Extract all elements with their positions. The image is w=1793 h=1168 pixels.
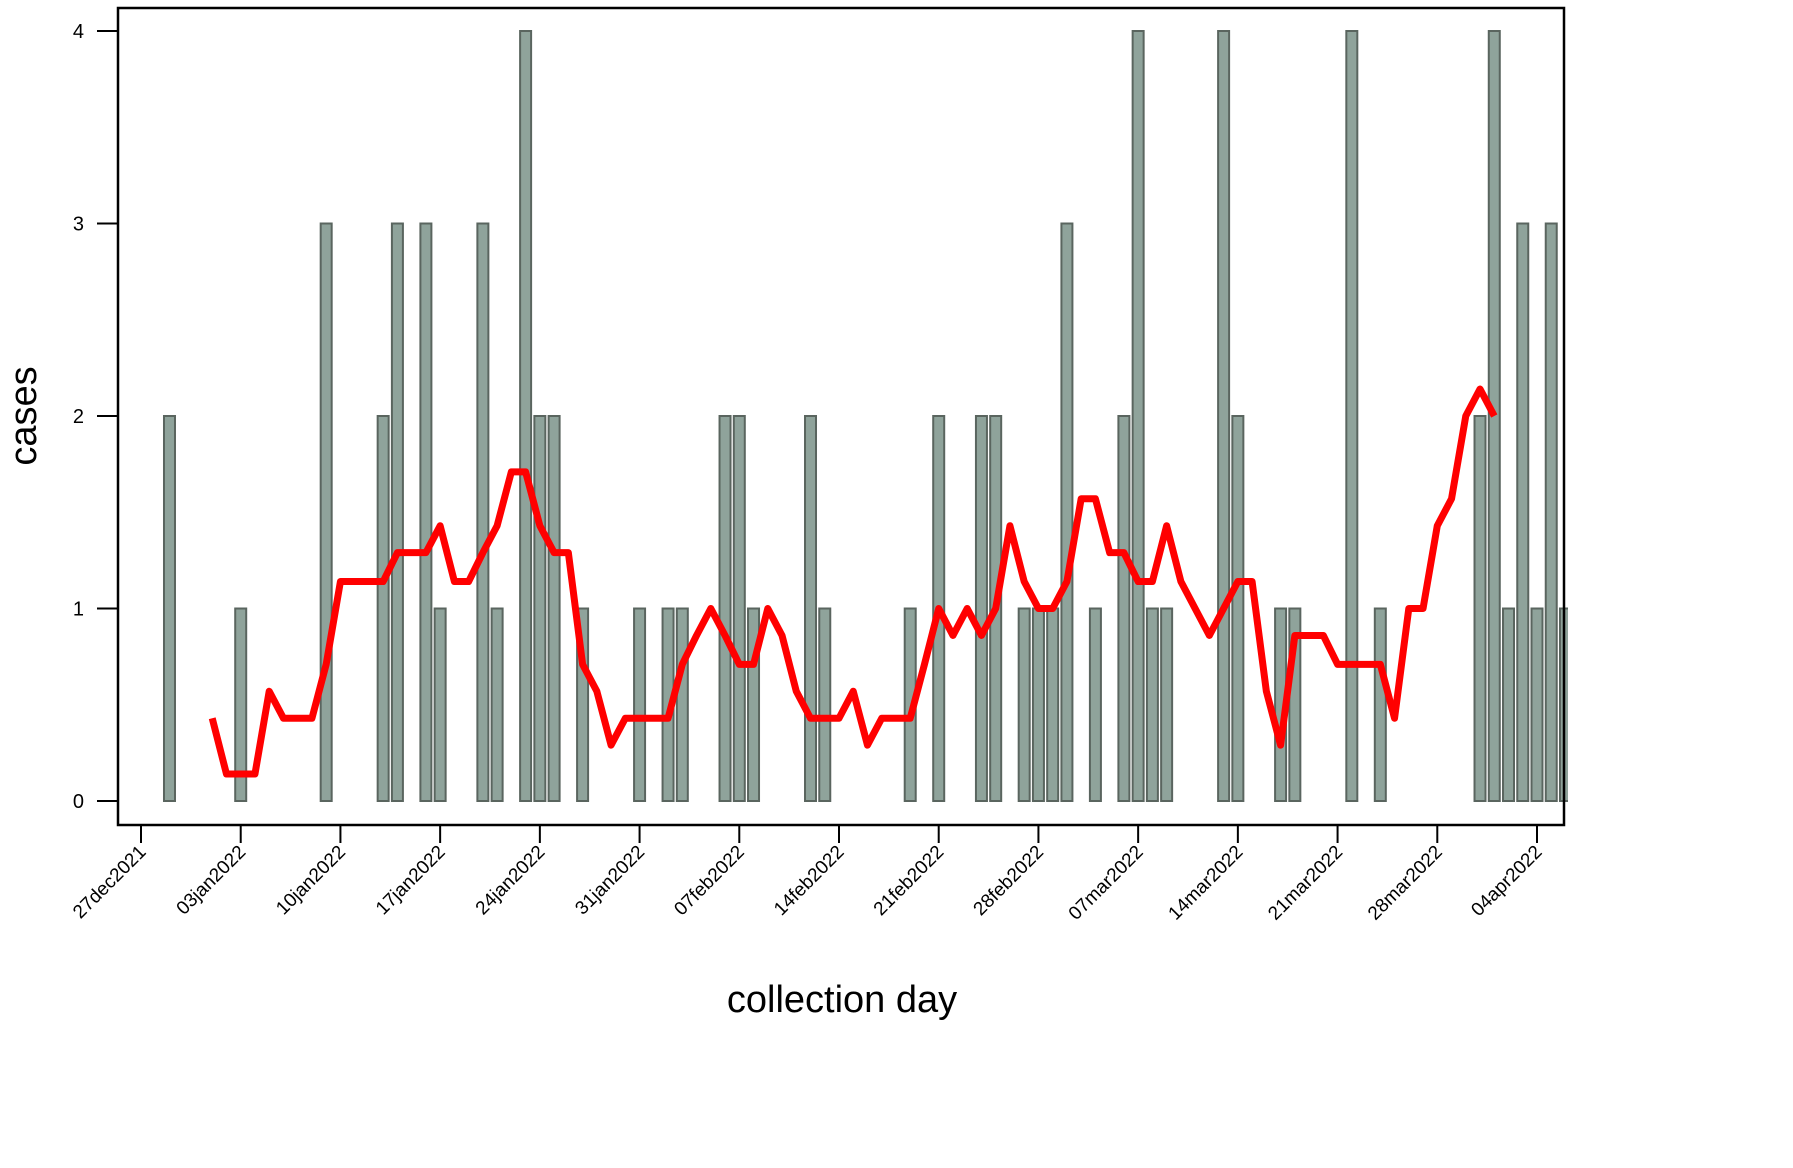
bar [319,222,333,802]
bar [1046,607,1060,802]
x-tick-label: 07mar2022 [1065,842,1148,925]
x-tick-label: 17jan2022 [372,842,450,920]
y-tick-label: 3 [73,214,84,236]
bar [490,607,504,802]
bar [1088,607,1102,802]
bar [419,222,433,802]
x-tick-label: 21feb2022 [870,842,948,920]
bar [732,415,746,802]
x-tick-label: 24jan2022 [472,842,550,920]
bar [519,30,533,802]
bar [1017,607,1031,802]
bar [747,607,761,802]
y-axis-label: cases [3,366,45,465]
bar [1473,415,1487,802]
bar [476,222,490,802]
bars-layer [162,30,1587,802]
bar [376,415,390,802]
bar [1131,30,1145,802]
bar [818,607,832,802]
x-tick-label: 28mar2022 [1364,842,1447,925]
x-axis-label: collection day [727,979,957,1021]
bar [533,415,547,802]
y-axis: 0 1 2 3 4 [73,21,118,813]
x-axis: 27dec2021 03jan2022 10jan2022 17jan2022 24ja… [69,825,1547,925]
bar [1145,607,1159,802]
bar [547,415,561,802]
x-tick-label: 14mar2022 [1165,842,1248,925]
x-tick-label: 03jan2022 [173,842,251,920]
bar [1373,607,1387,802]
bar [1231,415,1245,802]
bar [234,607,248,802]
bar [1544,222,1558,802]
rolling-average-line [208,385,1498,778]
x-tick-label: 28feb2022 [970,842,1048,920]
bar [1217,30,1231,802]
bar [1160,607,1174,802]
y-tick-label: 4 [73,21,84,43]
bar [1530,607,1544,802]
y-tick-label: 2 [73,406,84,428]
bar [1031,607,1045,802]
x-tick-label: 04apr2022 [1467,842,1546,921]
x-tick-label: 07feb2022 [670,842,748,920]
x-tick-label: 27dec2021 [69,842,150,923]
bar [1060,222,1074,802]
x-tick-label: 14feb2022 [770,842,848,920]
bar [718,415,732,802]
y-tick-label: 1 [73,599,84,621]
chart-container: 0 1 2 3 4 27dec2021 03jan2022 10jan2022 17jan20… [3,6,1587,1021]
bar [974,415,988,802]
bar [162,415,176,802]
bar [576,607,590,802]
bar [1516,222,1530,802]
bar [1502,607,1516,802]
line-layer [208,385,1498,778]
bar [633,607,647,802]
x-tick-label: 10jan2022 [272,842,350,920]
bar [1345,30,1359,802]
x-tick-label: 21mar2022 [1264,842,1347,925]
bar [1117,415,1131,802]
bar [433,607,447,802]
y-tick-label: 0 [73,791,84,813]
bar [804,415,818,802]
x-tick-label: 31jan2022 [571,842,649,920]
bar [675,607,689,802]
chart-svg: 0 1 2 3 4 27dec2021 03jan2022 10jan2022 17jan20… [3,6,1587,1021]
bar [390,222,404,802]
